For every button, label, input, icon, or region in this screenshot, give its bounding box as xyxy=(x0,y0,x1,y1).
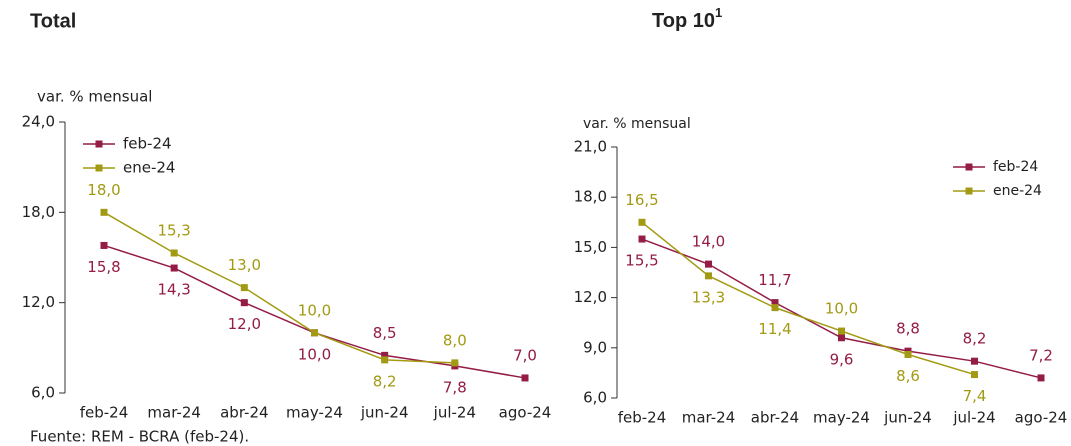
point xyxy=(638,218,646,226)
x-tick-label: abr-24 xyxy=(220,404,268,422)
value-label: 13,3 xyxy=(692,288,725,306)
point xyxy=(771,299,779,307)
y-tick-label: 18,0 xyxy=(22,203,55,221)
value-label: 8,6 xyxy=(896,367,920,385)
x-tick-label: abr-24 xyxy=(751,409,799,427)
x-tick-label: may-24 xyxy=(286,404,343,422)
value-label: 8,2 xyxy=(963,330,987,348)
title-text: Top 10 xyxy=(652,10,715,32)
point xyxy=(240,284,248,292)
point xyxy=(705,272,712,280)
x-tick-label: jul-24 xyxy=(433,404,476,422)
x-tick-label: jun-24 xyxy=(360,404,409,422)
point xyxy=(451,359,459,367)
chart-title: Total xyxy=(30,10,76,32)
x-tick-label: ago-24 xyxy=(499,404,552,422)
title-note: 1 xyxy=(715,5,722,20)
value-label: 8,8 xyxy=(896,320,920,338)
point xyxy=(170,249,178,257)
legend-label: ene-24 xyxy=(993,183,1042,199)
y-tick-label: 9,0 xyxy=(583,338,607,356)
x-tick-label: ago-24 xyxy=(1015,409,1068,427)
value-label: 10,0 xyxy=(825,300,858,318)
y-axis-label: var. % mensual xyxy=(583,116,691,132)
point xyxy=(904,350,912,358)
y-tick-label: 18,0 xyxy=(574,188,607,206)
legend-marker xyxy=(965,187,973,195)
series-line xyxy=(103,211,455,364)
chart-title: Top 101 xyxy=(652,5,722,32)
point xyxy=(771,304,779,312)
point xyxy=(381,351,389,359)
legend-marker xyxy=(95,164,103,172)
point xyxy=(521,374,529,382)
x-tick-label: mar-24 xyxy=(682,409,736,427)
value-label: 18,0 xyxy=(87,181,120,199)
value-label: 11,4 xyxy=(758,320,791,338)
point xyxy=(100,241,108,249)
value-label: 8,0 xyxy=(443,331,467,349)
point xyxy=(838,334,845,342)
value-label: 8,2 xyxy=(373,372,397,390)
x-tick-label: jul-24 xyxy=(952,409,995,427)
value-label: 12,0 xyxy=(228,315,261,333)
series-line xyxy=(641,221,975,376)
point xyxy=(311,329,318,337)
point xyxy=(240,299,248,307)
y-tick-label: 12,0 xyxy=(574,288,607,306)
value-label: 7,8 xyxy=(443,378,467,396)
value-label: 10,0 xyxy=(298,345,331,363)
value-label: 11,7 xyxy=(758,271,791,289)
x-tick-label: may-24 xyxy=(813,409,870,427)
point xyxy=(971,371,978,379)
legend-label: ene-24 xyxy=(123,159,175,177)
legend-marker xyxy=(965,163,973,171)
value-label: 7,2 xyxy=(1029,346,1053,364)
value-label: 13,0 xyxy=(228,256,261,274)
value-label: 8,5 xyxy=(373,324,397,342)
value-label: 15,8 xyxy=(87,258,120,276)
point xyxy=(1037,374,1045,382)
x-tick-label: feb-24 xyxy=(80,404,129,422)
x-tick-label: mar-24 xyxy=(147,404,201,422)
value-label: 7,0 xyxy=(513,346,537,364)
value-label: 14,3 xyxy=(157,281,190,299)
y-tick-label: 21,0 xyxy=(574,138,607,156)
value-label: 14,0 xyxy=(692,233,725,251)
y-tick-label: 6,0 xyxy=(583,389,607,407)
point xyxy=(381,356,389,364)
value-label: 9,6 xyxy=(830,350,854,368)
point xyxy=(100,208,108,216)
x-tick-label: feb-24 xyxy=(618,409,667,427)
value-label: 16,5 xyxy=(625,191,658,209)
point xyxy=(638,235,646,243)
value-label: 7,4 xyxy=(963,387,987,405)
point xyxy=(971,357,978,365)
y-tick-label: 24,0 xyxy=(22,113,55,131)
y-axis-label: var. % mensual xyxy=(37,88,152,106)
legend-label: feb-24 xyxy=(123,135,172,153)
value-label: 15,3 xyxy=(157,221,190,239)
point xyxy=(170,264,178,272)
value-label: 15,5 xyxy=(625,252,658,270)
y-tick-label: 6,0 xyxy=(31,384,55,402)
y-tick-label: 15,0 xyxy=(574,238,607,256)
legend-label: feb-24 xyxy=(993,159,1038,175)
point xyxy=(838,327,845,335)
x-tick-label: jun-24 xyxy=(883,409,932,427)
source: Fuente: REM - BCRA (feb-24). xyxy=(30,428,249,446)
y-tick-label: 12,0 xyxy=(22,293,55,311)
point xyxy=(705,260,712,268)
value-label: 10,0 xyxy=(298,301,331,319)
legend-marker xyxy=(95,140,103,148)
